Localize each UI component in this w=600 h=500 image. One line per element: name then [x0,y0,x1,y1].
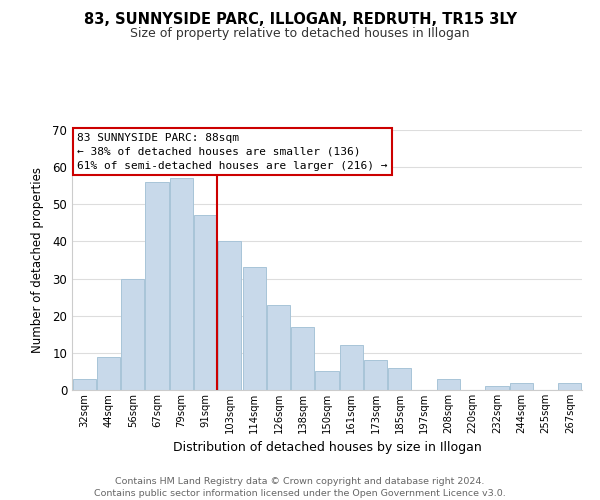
Bar [121,278,144,390]
Text: 83 SUNNYSIDE PARC: 88sqm
← 38% of detached houses are smaller (136)
61% of semi-: 83 SUNNYSIDE PARC: 88sqm ← 38% of detach… [77,132,388,170]
X-axis label: Distribution of detached houses by size in Illogan: Distribution of detached houses by size … [173,442,481,454]
Bar [97,356,120,390]
Text: Contains HM Land Registry data © Crown copyright and database right 2024.: Contains HM Land Registry data © Crown c… [115,478,485,486]
Text: 83, SUNNYSIDE PARC, ILLOGAN, REDRUTH, TR15 3LY: 83, SUNNYSIDE PARC, ILLOGAN, REDRUTH, TR… [83,12,517,28]
Bar [437,379,460,390]
Bar [194,216,217,390]
Bar [267,304,290,390]
Bar [242,268,266,390]
Bar [145,182,169,390]
Bar [218,242,241,390]
Bar [291,327,314,390]
Bar [485,386,509,390]
Bar [170,178,193,390]
Text: Contains public sector information licensed under the Open Government Licence v3: Contains public sector information licen… [94,489,506,498]
Y-axis label: Number of detached properties: Number of detached properties [31,167,44,353]
Bar [388,368,412,390]
Bar [559,382,581,390]
Bar [340,346,363,390]
Bar [73,379,95,390]
Bar [364,360,387,390]
Text: Size of property relative to detached houses in Illogan: Size of property relative to detached ho… [130,28,470,40]
Bar [316,372,338,390]
Bar [510,382,533,390]
